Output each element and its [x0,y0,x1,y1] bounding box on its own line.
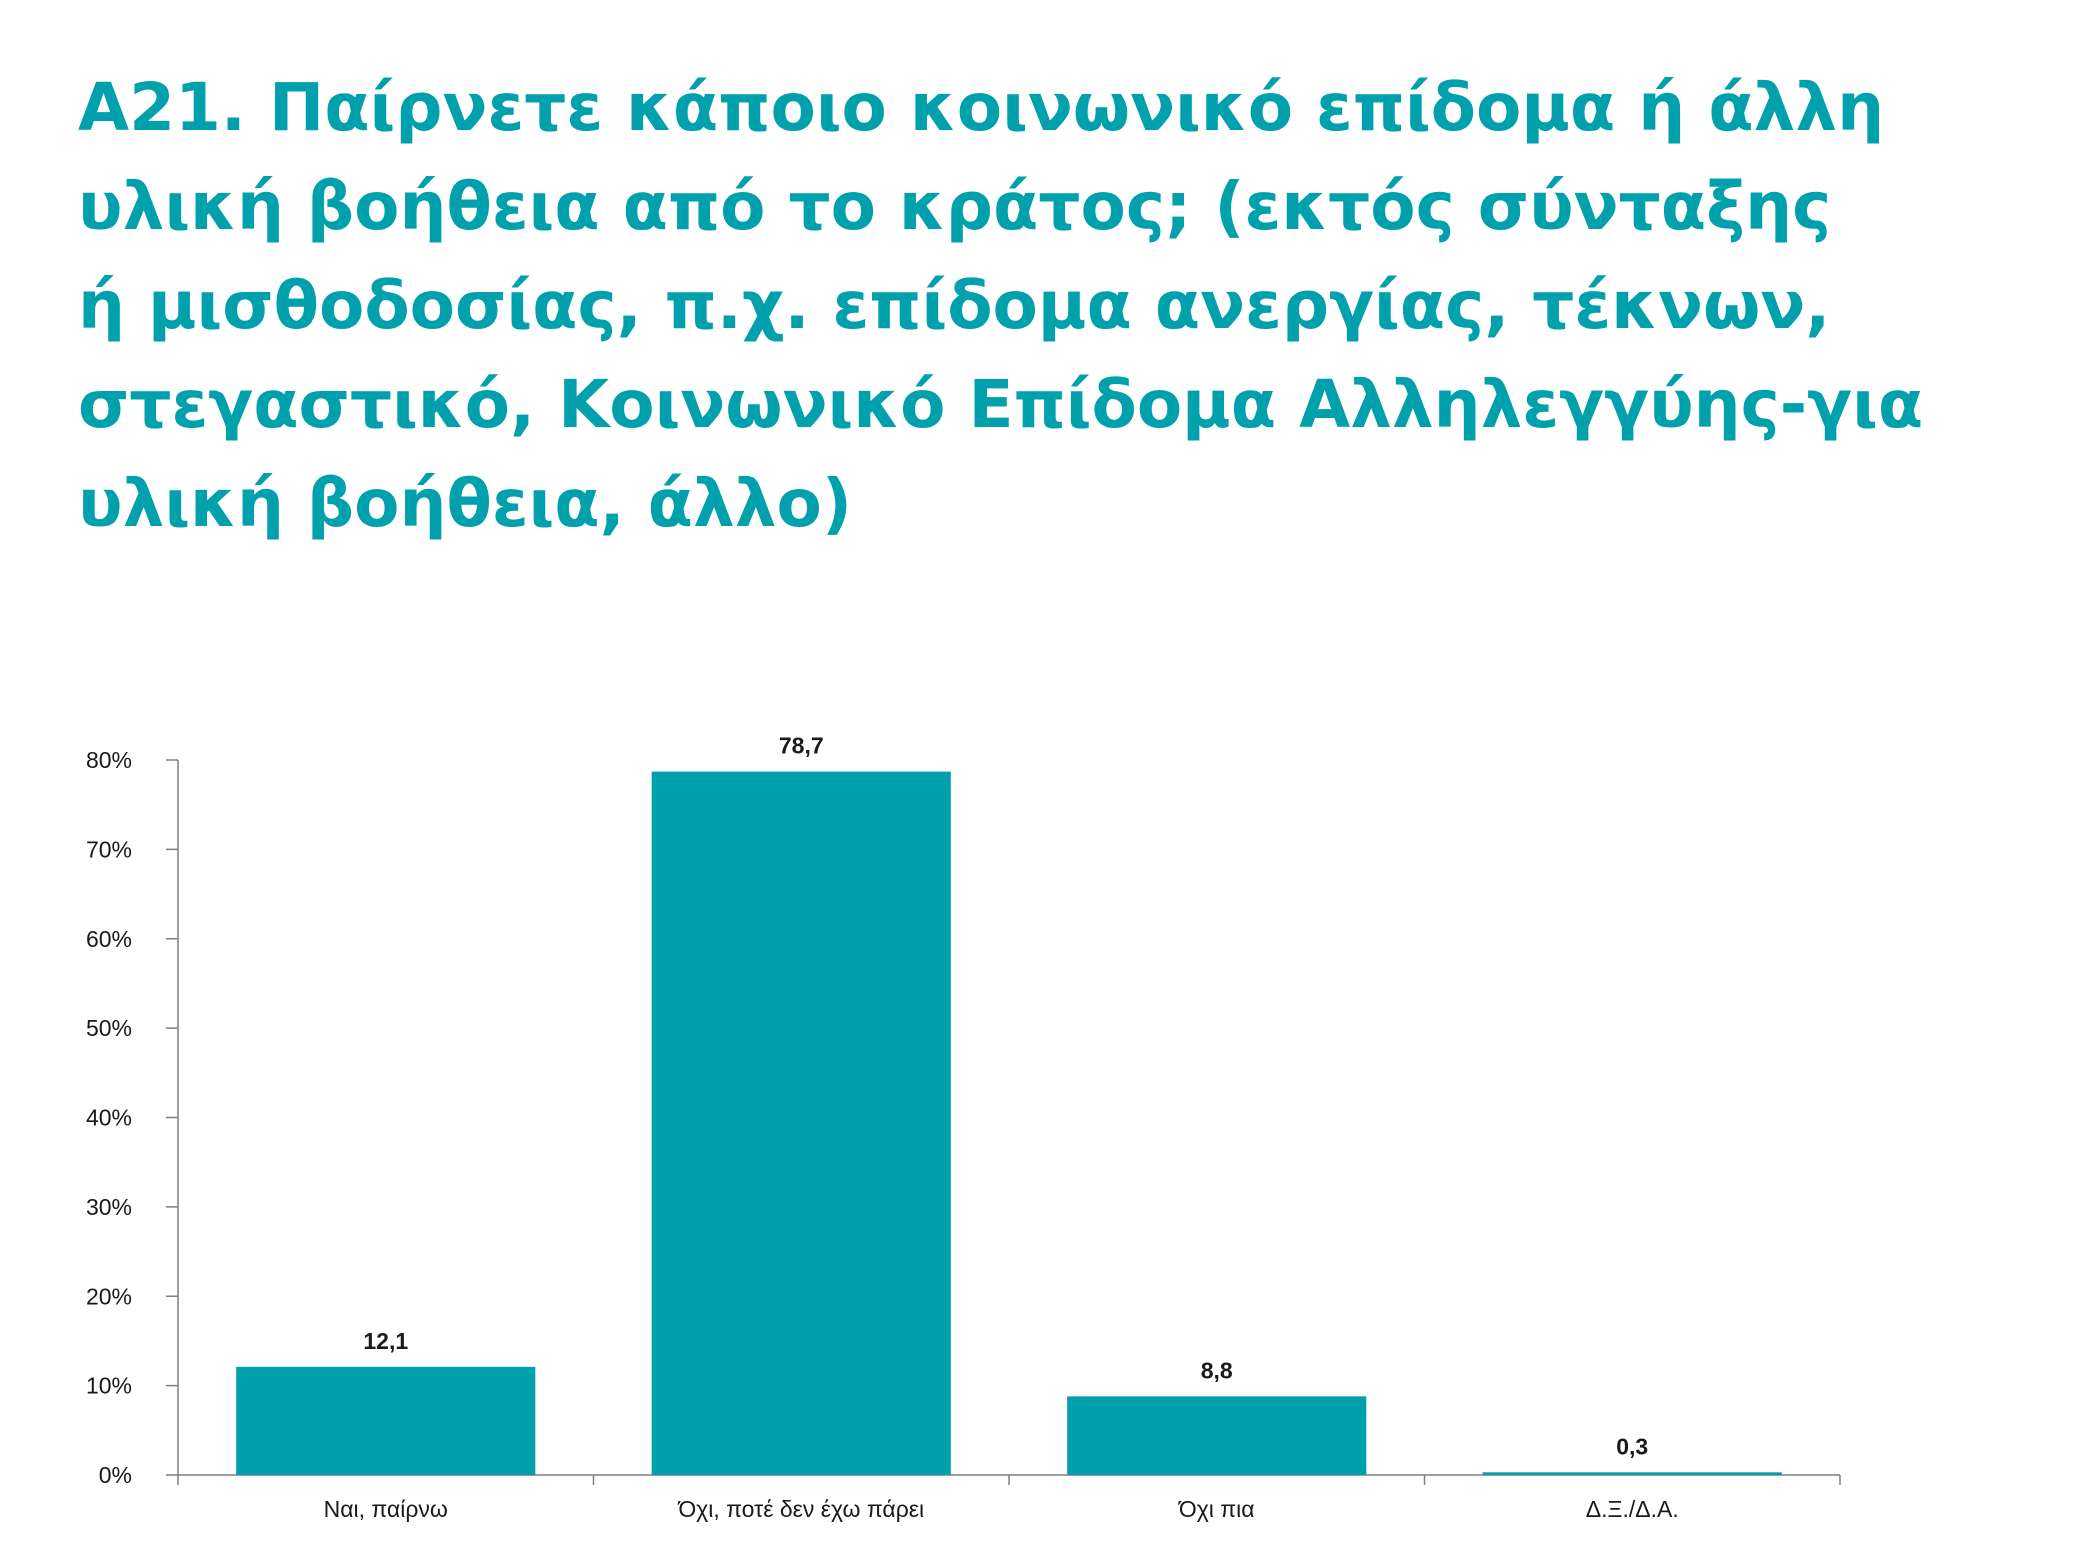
chart-bars [236,771,1782,1475]
data-label-3: 8,8 [1201,1357,1233,1383]
y-tick-label: 10% [86,1373,132,1399]
data-label-4: 0,3 [1616,1433,1648,1459]
category-label-2: Όχι, ποτέ δεν έχω πάρει [677,1496,924,1522]
title-line-4: στεγαστικό, Κοινωνικό Επίδομα Αλληλεγγύη… [78,366,1924,443]
bar-1 [236,1366,536,1475]
y-tick-label: 0% [99,1462,132,1488]
y-tick-label: 60% [86,926,132,952]
bar-2 [651,771,951,1475]
title-line-5: υλική βοήθεια, άλλο) [78,465,853,542]
y-tick-label: 70% [86,836,132,862]
category-label-4: Δ.Ξ./Δ.Α. [1586,1496,1679,1522]
bar-4 [1482,1472,1782,1475]
category-label-3: Όχι πια [1178,1496,1255,1522]
y-tick-label: 80% [86,747,132,773]
title-line-3: ή μισθοδοσίας, π.χ. επίδομα ανεργίας, τέ… [78,267,1831,344]
y-tick-label: 50% [86,1015,132,1041]
category-label-1: Ναι, παίρνω [324,1496,448,1522]
bar-3 [1067,1396,1367,1475]
data-label-1: 12,1 [363,1328,408,1354]
title-line-1: Α21. Παίρνετε κάποιο κοινωνικό επίδομα ή… [78,69,1885,146]
chart-labels: 0% 10% 20% 30% 40% 50% 60% 70% 80% 12,1 Ναι, παίρν… [86,733,1679,1522]
chart-title: Α21. Παίρνετε κάποιο κοινωνικό επίδομα ή… [78,58,2038,553]
data-label-2: 78,7 [779,733,824,759]
y-tick-label: 30% [86,1194,132,1220]
y-tick-label: 40% [86,1105,132,1131]
title-line-2: υλική βοήθεια από το κράτος; (εκτός σύντ… [78,168,1832,245]
y-tick-label: 20% [86,1283,132,1309]
